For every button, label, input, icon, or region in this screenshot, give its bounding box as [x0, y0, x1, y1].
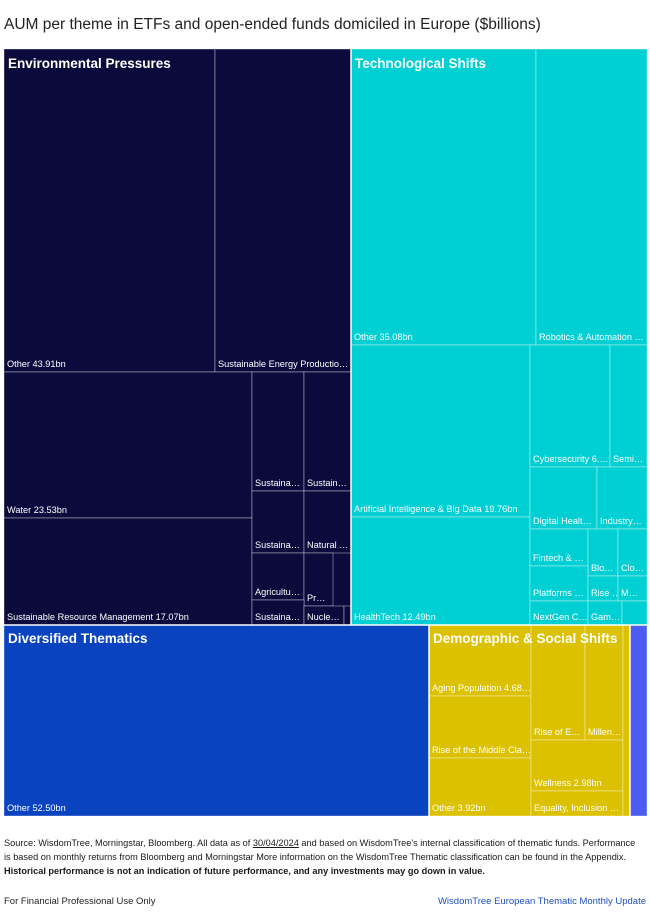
treemap-tile-label: Water 23.53bn [7, 505, 67, 515]
treemap-tile-label: Other 35.08bn [354, 332, 413, 342]
treemap-tile[interactable] [530, 790, 624, 817]
treemap-tile[interactable] [251, 490, 305, 554]
treemap-tile-label: Millen… [588, 727, 621, 737]
treemap-tile[interactable] [622, 624, 631, 817]
treemap-group-label: Diversified Thematics [8, 631, 148, 646]
treemap-tile-label: Cybersecurity 6.… [533, 454, 609, 464]
treemap-tile[interactable] [214, 48, 352, 373]
treemap-tile-label: Gam… [591, 612, 620, 622]
treemap-tile[interactable] [428, 624, 532, 697]
treemap-group: Other 52.50bn Diversified Thematics [3, 624, 430, 817]
treemap-group: Other 43.91bn Sustainable Energy Producti… [3, 48, 352, 626]
treemap-tile[interactable] [530, 624, 586, 741]
source-disclaimer: Historical performance is not an indicat… [4, 866, 485, 876]
treemap-group-label: Demographic & Social Shifts [433, 631, 618, 646]
treemap-tile[interactable] [428, 695, 532, 759]
treemap-tile[interactable] [529, 344, 611, 468]
treemap-tile[interactable] [535, 48, 648, 346]
treemap-tile[interactable] [587, 600, 623, 626]
treemap-group-label: Technological Shifts [355, 56, 486, 71]
treemap-tile-label: Other 43.91bn [7, 359, 66, 369]
source-date: 30/04/2024 [252, 838, 299, 848]
treemap-group: Aging Population 4.68… Rise of the Middle… [428, 624, 631, 817]
treemap-tile[interactable] [617, 575, 648, 602]
treemap-tile-label: Natural … [307, 540, 348, 550]
treemap-group: Other 35.08bn Robotics & Automation … Arti… [350, 48, 648, 626]
source-middle: and based on WisdomTree's internal class… [4, 838, 636, 862]
treemap-tile[interactable] [3, 624, 430, 817]
treemap-chart: Other 43.91bn Sustainable Energy Producti… [3, 48, 648, 817]
treemap-tile[interactable] [343, 605, 352, 626]
treemap-tile-label: Industry… [600, 516, 642, 526]
treemap-tile-label: Semi… [613, 454, 643, 464]
footer-disclaimer: For Financial Professional Use Only [4, 896, 156, 907]
treemap-tile[interactable] [350, 344, 531, 518]
treemap-tile[interactable] [3, 517, 253, 626]
treemap-tile-label: Sustain… [307, 478, 347, 488]
treemap-tile-label: Clo… [621, 563, 644, 573]
treemap-group [629, 624, 648, 817]
treemap-tile-label: Sustaina… [255, 612, 300, 622]
treemap-tile-label: NextGen C… [533, 612, 588, 622]
treemap-tile-label: Artificial Intelligence & Big Data 19.76… [354, 504, 517, 514]
treemap-tile[interactable] [609, 344, 648, 468]
treemap-tile-label: Blo… [591, 563, 613, 573]
treemap-tile[interactable] [530, 739, 624, 792]
treemap-tile-label: Sustaina… [255, 540, 300, 550]
treemap-tile-label: Sustaina… [255, 478, 300, 488]
treemap-tile[interactable] [350, 48, 537, 346]
source-prefix: Source: WisdomTree, Morningstar, Bloombe… [4, 838, 253, 848]
treemap-tile[interactable] [621, 600, 648, 626]
treemap-tile-label: Rise of the Middle Cla… [432, 745, 531, 755]
treemap-tile-label: Equality, Inclusion … [534, 803, 619, 813]
treemap-tile[interactable] [350, 516, 531, 626]
treemap-tile[interactable] [428, 757, 532, 817]
treemap-tile-label: Other 52.50bn [7, 803, 66, 813]
treemap-tile-label: Digital Healt… [533, 516, 592, 526]
treemap-tile-label: Rise … [591, 588, 621, 598]
treemap-tile[interactable] [529, 600, 589, 626]
treemap-group-label: Environmental Pressures [8, 56, 171, 71]
treemap-tile-label: Sustainable Resource Management 17.07bn [7, 612, 189, 622]
treemap-tile-label: HealthTech 12.49bn [354, 612, 436, 622]
chart-title: AUM per theme in ETFs and open-ended fun… [4, 16, 541, 33]
treemap-tile-label: Other 3.92bn [432, 803, 486, 813]
treemap-tile-label: Aging Population 4.68… [432, 683, 531, 693]
source-note: Source: WisdomTree, Morningstar, Bloombe… [4, 836, 644, 878]
treemap-tile-label: Sustainable Energy Productio… [218, 359, 348, 369]
footer-publication-link[interactable]: WisdomTree European Thematic Monthly Upd… [437, 896, 646, 907]
treemap-tile-label: M… [621, 588, 638, 598]
treemap-tile[interactable] [251, 371, 305, 492]
treemap-tile[interactable] [3, 371, 253, 519]
treemap-tile[interactable] [629, 624, 648, 817]
treemap-tile-label: Agricultu… [255, 587, 300, 597]
treemap-tile[interactable] [3, 48, 216, 373]
treemap-tile[interactable] [303, 371, 352, 492]
treemap-tile-label: Rise of E… [534, 727, 580, 737]
treemap-tile-label: Platforms … [533, 588, 584, 598]
treemap-tile-label: Nucle… [307, 612, 340, 622]
treemap-tile[interactable] [617, 528, 648, 577]
treemap-tile[interactable] [587, 575, 619, 602]
treemap-tile[interactable] [587, 528, 619, 577]
treemap-tile-label: Fintech & … [533, 553, 584, 563]
treemap-tile-label: Robotics & Automation … [539, 332, 644, 342]
treemap-tile-label: Pr… [307, 593, 325, 603]
treemap-tile-label: Wellness 2.98bn [534, 778, 602, 788]
